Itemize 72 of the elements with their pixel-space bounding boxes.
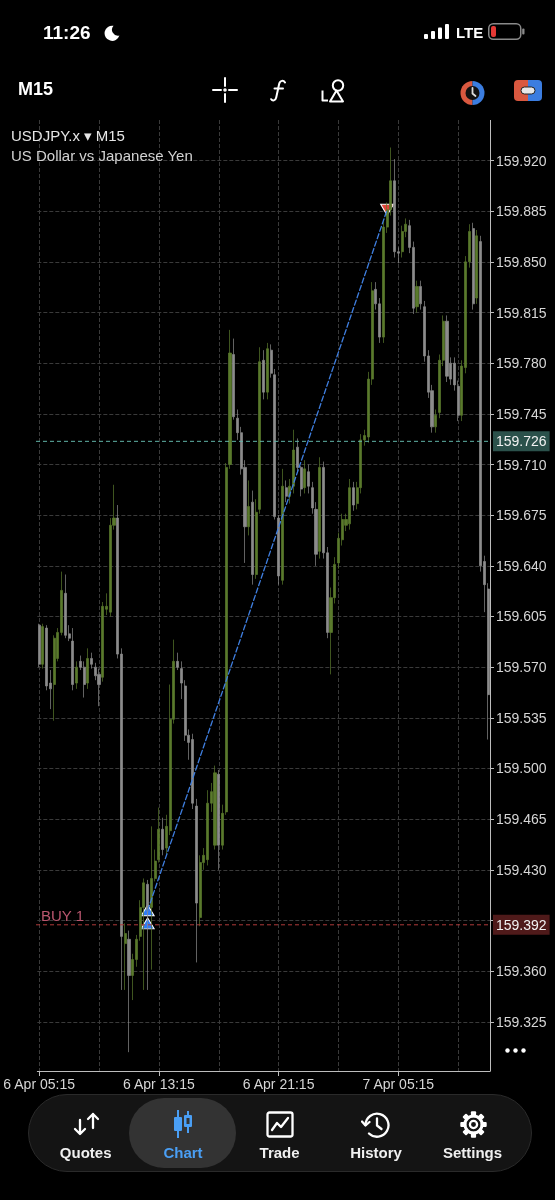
candlestick xyxy=(38,623,41,668)
y-tick-label: 159.325 xyxy=(496,1013,547,1030)
x-tick-label: 6 Apr 21:15 xyxy=(242,1076,315,1092)
x-tick-label: 6 Apr 05:15 xyxy=(3,1076,76,1092)
text: Chart xyxy=(163,1143,203,1161)
text: M15 xyxy=(18,79,54,99)
candlestick xyxy=(277,514,280,585)
text: Quotes xyxy=(59,1143,112,1161)
y-tick-label: 159.885 xyxy=(496,203,547,220)
candlestick xyxy=(292,429,295,494)
y-tick-label: 159.500 xyxy=(496,760,547,777)
candlestick xyxy=(150,826,153,971)
candlestick xyxy=(251,490,254,585)
y-tick-label: 159.570 xyxy=(496,659,547,676)
candlestick xyxy=(217,769,220,871)
candlestick xyxy=(472,222,475,310)
y-tick-label: 159.430 xyxy=(496,861,547,878)
candlestick xyxy=(475,229,478,305)
text: History xyxy=(350,1143,402,1161)
x-tick-label: 6 Apr 13:15 xyxy=(123,1076,195,1092)
text: Trade xyxy=(259,1143,300,1161)
candlestick xyxy=(86,647,89,690)
candlestick xyxy=(232,338,235,420)
candlestick xyxy=(445,315,449,383)
candlestick xyxy=(195,798,198,963)
candlestick xyxy=(213,765,217,850)
candlestick xyxy=(191,733,194,810)
y-tick-label: 159.745 xyxy=(496,405,547,422)
text: LTE xyxy=(456,23,484,41)
ref-line-label: 159.392 xyxy=(496,916,547,933)
y-tick-label: 159.920 xyxy=(496,152,547,169)
y-tick-label: 159.850 xyxy=(496,253,547,270)
candlestick xyxy=(352,481,355,512)
ref-line-label: 159.726 xyxy=(496,433,547,450)
candlestick xyxy=(307,464,310,494)
candlestick xyxy=(262,349,265,400)
candlestick xyxy=(71,627,74,691)
x-tick-label: 7 Apr 05:15 xyxy=(362,1076,435,1092)
y-tick-label: 159.605 xyxy=(496,608,547,625)
candlestick xyxy=(247,480,250,536)
candlestick xyxy=(281,468,284,585)
candlestick xyxy=(124,923,127,991)
candlestick xyxy=(318,456,321,559)
candlestick xyxy=(142,878,145,991)
text: 11:26 xyxy=(43,21,91,43)
y-tick-label: 159.535 xyxy=(496,709,547,726)
text: USDJPY.x ▾ M15 xyxy=(11,127,125,144)
y-tick-label: 159.710 xyxy=(496,456,547,473)
candlestick xyxy=(266,342,269,400)
candlestick xyxy=(415,280,419,313)
y-tick-label: 159.465 xyxy=(496,811,547,828)
candlestick xyxy=(161,817,164,856)
candlestick xyxy=(127,930,131,1053)
text: US Dollar vs Japanese Yen xyxy=(11,147,193,164)
y-tick-label: 159.780 xyxy=(496,355,547,372)
y-tick-label: 159.815 xyxy=(496,304,547,321)
y-tick-label: 159.675 xyxy=(496,507,547,524)
candlestick xyxy=(303,459,306,494)
candlestick xyxy=(64,574,67,639)
candlestick xyxy=(146,879,149,991)
candlestick xyxy=(419,280,422,310)
candlestick xyxy=(75,661,78,690)
text: Settings xyxy=(442,1143,503,1161)
candlestick xyxy=(90,652,93,669)
candlestick xyxy=(285,480,288,503)
y-tick-label: 159.360 xyxy=(496,963,547,980)
y-tick-label: 159.640 xyxy=(496,557,547,574)
candlestick xyxy=(348,478,351,530)
candlestick xyxy=(176,652,179,671)
annotation: BUY 1 xyxy=(41,906,85,924)
candlestick xyxy=(434,409,437,434)
candlestick xyxy=(41,623,44,669)
